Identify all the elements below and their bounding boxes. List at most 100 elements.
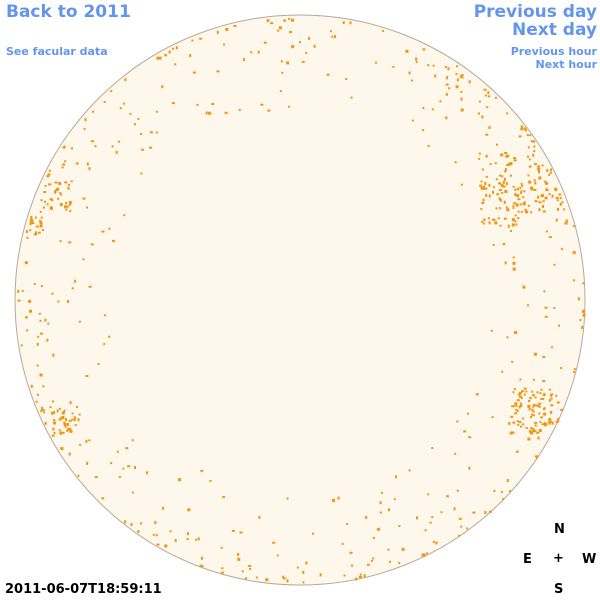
facula-pixel [111, 145, 114, 148]
facula-pixel [534, 396, 537, 399]
facula-pixel [513, 405, 516, 408]
facula-pixel [17, 299, 21, 302]
facula-pixel [63, 409, 66, 412]
facula-pixel [532, 378, 535, 381]
facula-pixel [88, 439, 91, 442]
facula-pixel [88, 285, 92, 288]
facula-pixel [140, 172, 143, 175]
facula-pixel [30, 384, 33, 388]
facula-pixel [220, 546, 223, 549]
facula-pixel [533, 189, 537, 191]
facula-pixel [174, 539, 177, 542]
previous-day-link[interactable]: Previous day [473, 2, 597, 22]
see-facular-data-link[interactable]: See facular data [6, 45, 108, 58]
facula-pixel [488, 126, 491, 129]
facula-pixel [37, 335, 40, 338]
facula-pixel [520, 210, 523, 213]
facula-pixel [308, 36, 310, 40]
facula-pixel [71, 418, 74, 421]
facula-pixel [521, 184, 524, 187]
facula-pixel [191, 39, 194, 42]
facula-pixel [529, 427, 533, 430]
facula-pixel [504, 170, 507, 173]
facula-pixel [196, 104, 199, 106]
next-day-link[interactable]: Next day [512, 20, 597, 40]
compass-center: + [553, 551, 564, 566]
facula-pixel [398, 561, 401, 564]
facula-pixel [110, 90, 113, 93]
facula-pixel [82, 258, 85, 261]
facula-pixel [61, 431, 65, 434]
facula-pixel [155, 131, 158, 134]
facula-pixel [531, 187, 534, 191]
facula-pixel [158, 56, 162, 60]
facula-pixel [38, 312, 41, 315]
back-to-year-link[interactable]: Back to 2011 [6, 2, 131, 22]
facula-pixel [426, 552, 429, 555]
facula-pixel [35, 225, 39, 228]
facula-pixel [456, 489, 459, 492]
facula-pixel [541, 423, 545, 426]
facula-pixel [533, 179, 536, 182]
facula-pixel [456, 65, 459, 68]
facula-pixel [582, 282, 585, 285]
facula-pixel [519, 378, 522, 381]
facula-pixel [63, 422, 67, 426]
facula-pixel [515, 408, 518, 411]
facula-pixel [68, 419, 72, 422]
facula-pixel [40, 199, 43, 202]
facula-pixel [500, 153, 504, 157]
facula-pixel [514, 214, 517, 217]
facula-pixel [517, 423, 520, 426]
facula-pixel [67, 300, 70, 303]
facula-pixel [110, 462, 113, 465]
next-hour-link[interactable]: Next hour [535, 58, 598, 71]
facula-pixel [530, 416, 532, 418]
facula-pixel [558, 324, 560, 327]
facula-pixel [478, 100, 481, 103]
facula-pixel [422, 107, 425, 109]
facula-pixel [75, 162, 79, 165]
facula-pixel [52, 353, 55, 357]
facula-pixel [481, 115, 484, 119]
facula-pixel [220, 571, 224, 574]
facula-pixel [446, 495, 449, 498]
facula-pixel [506, 164, 509, 167]
facula-pixel [512, 206, 515, 209]
facula-pixel [21, 289, 24, 292]
facula-pixel [511, 360, 514, 363]
facula-pixel [467, 412, 470, 415]
facula-pixel [498, 189, 502, 192]
facula-pixel [429, 521, 432, 524]
facula-pixel [516, 194, 520, 198]
facula-pixel [506, 112, 509, 115]
facula-pixel [517, 217, 520, 219]
facula-pixel [520, 127, 524, 131]
facula-pixel [561, 201, 564, 204]
facula-pixel [543, 290, 546, 293]
facula-pixel [550, 404, 554, 407]
facula-pixel [432, 64, 435, 67]
facula-pixel [502, 498, 505, 501]
facula-pixel [496, 193, 500, 196]
facula-pixel [422, 129, 425, 132]
facula-pixel [511, 218, 515, 222]
facula-pixel [345, 78, 348, 80]
facula-pixel [544, 424, 546, 427]
facula-pixel [152, 533, 155, 536]
facula-pixel [156, 56, 159, 60]
facula-pixel [522, 196, 525, 199]
facula-pixel [112, 239, 115, 242]
facula-pixel [199, 37, 203, 40]
facula-pixel [84, 118, 87, 122]
facula-pixel [544, 306, 548, 309]
facula-pixel [24, 316, 28, 319]
facula-pixel [512, 261, 516, 265]
facula-pixel [478, 157, 481, 160]
facula-pixel [68, 183, 70, 186]
previous-hour-link[interactable]: Previous hour [510, 45, 597, 58]
facula-pixel [36, 364, 39, 367]
facula-pixel [538, 170, 540, 174]
facula-pixel [411, 119, 414, 122]
